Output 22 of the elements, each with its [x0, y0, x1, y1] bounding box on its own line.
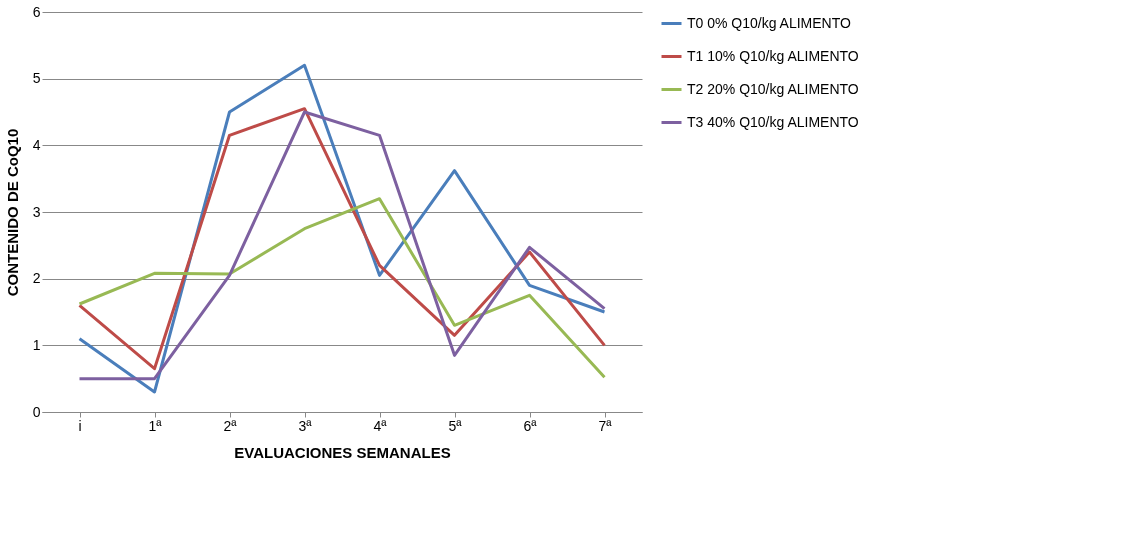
- y-tick-label: 3: [32, 203, 41, 220]
- line-series: [78, 197, 606, 379]
- x-tick-label: i: [78, 417, 82, 434]
- y-tick-label: 4: [32, 136, 41, 153]
- y-tick-label: 5: [32, 70, 41, 87]
- y-tick-label: 1: [32, 336, 41, 353]
- x-tick-label: 1ª: [148, 417, 163, 434]
- legend-label: T0 0% Q10/kg ALIMENTO: [687, 14, 852, 31]
- y-tick-label: 0: [32, 403, 41, 420]
- y-tick-label: 6: [32, 3, 41, 20]
- legend-label: T3 40% Q10/kg ALIMENTO: [687, 113, 859, 130]
- legend-label: T2 20% Q10/kg ALIMENTO: [687, 80, 859, 97]
- x-tick-label: 2ª: [223, 417, 238, 434]
- x-tick-label: 5ª: [448, 417, 463, 434]
- y-tick-label: 2: [32, 270, 41, 287]
- x-axis-title: EVALUACIONES SEMANALES: [234, 443, 451, 461]
- x-tick-label: 6ª: [523, 417, 538, 434]
- x-tick-label: 4ª: [373, 417, 388, 434]
- x-tick-label: 7ª: [598, 417, 613, 434]
- legend-label: T1 10% Q10/kg ALIMENTO: [687, 47, 859, 64]
- y-axis-title: CONTENIDO DE CoQ10: [3, 128, 21, 297]
- x-tick-label: 3ª: [298, 417, 313, 434]
